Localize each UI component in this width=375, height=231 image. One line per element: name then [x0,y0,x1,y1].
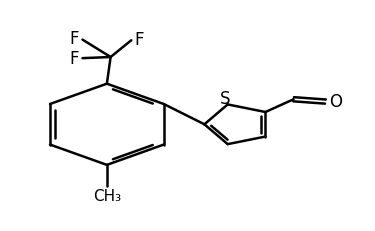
Text: F: F [69,50,79,68]
Text: F: F [69,30,79,48]
Text: O: O [329,93,342,111]
Text: S: S [219,90,230,107]
Text: F: F [135,31,144,49]
Text: CH₃: CH₃ [93,188,121,203]
